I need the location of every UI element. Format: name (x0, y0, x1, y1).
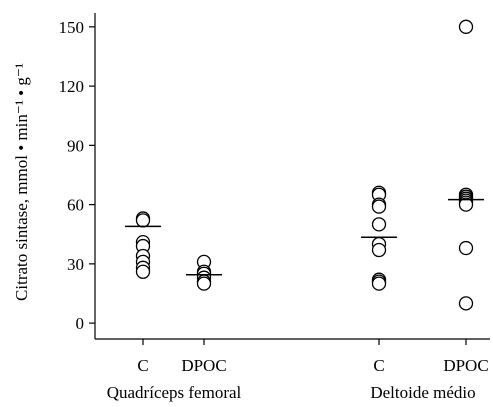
y-tick-label: 60 (67, 196, 84, 215)
data-point (458, 197, 474, 212)
x-tick-label: C (373, 356, 384, 375)
data-point (371, 199, 387, 214)
data-point (458, 240, 474, 256)
y-tick-label: 150 (59, 18, 85, 37)
data-point (371, 217, 387, 232)
data-point (458, 19, 474, 34)
x-tick-label: DPOC (181, 356, 226, 375)
y-axis-label: Citrato sintase, mmol • min⁻¹ • g⁻¹ (12, 63, 31, 301)
data-point (135, 264, 151, 279)
data-point (196, 276, 212, 291)
y-tick-label: 30 (67, 255, 84, 274)
y-axis: 0 30 60 90 120 150 (59, 13, 96, 339)
x-tick-label: C (137, 356, 148, 375)
data-point (135, 213, 151, 228)
y-tick-label: 0 (76, 314, 85, 333)
data-point (371, 276, 387, 291)
data-marks (125, 19, 484, 311)
x-group-label: Quadríceps femoral (107, 383, 242, 402)
data-point (371, 242, 387, 258)
x-axis: C DPOC C DPOC Quadríceps femoral Deltoide méd… (95, 338, 490, 402)
y-tick-label: 90 (67, 136, 84, 155)
x-group-label: Deltoide médio (370, 383, 475, 402)
y-tick-label: 120 (59, 77, 85, 96)
data-point (458, 296, 474, 311)
x-tick-label: DPOC (443, 356, 488, 375)
